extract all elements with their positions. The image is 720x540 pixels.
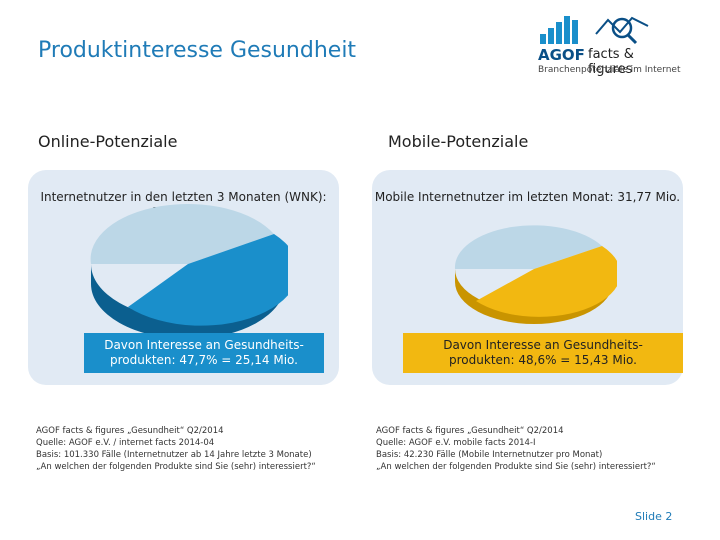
mobile-source-line: AGOF facts & figures „Gesundheit“ Q2/201… bbox=[376, 426, 564, 436]
mobile-heading: Mobile-Potenziale bbox=[388, 132, 529, 151]
logo-tagline: Branchenpotenziale im Internet bbox=[538, 65, 681, 75]
mobile-interest-label-1: Davon Interesse an Gesundheits- bbox=[443, 338, 643, 352]
online-source-line: Quelle: AGOF e.V. / internet facts 2014-… bbox=[36, 438, 215, 448]
agof-logo: AGOF facts & figures Branchenpotenziale … bbox=[538, 14, 681, 84]
online-source: AGOF facts & figures „Gesundheit“ Q2/201… bbox=[36, 425, 316, 473]
mobile-interest-label-2: produkten: 48,6% = 15,43 Mio. bbox=[449, 353, 637, 367]
online-interest-callout: Davon Interesse an Gesundheits- produkte… bbox=[84, 333, 324, 373]
online-pie-rest bbox=[90, 204, 274, 264]
online-source-line: „An welchen der folgenden Produkte sind … bbox=[36, 462, 316, 472]
mobile-pie-chart bbox=[454, 225, 617, 324]
mobile-source-line: Basis: 42.230 Fälle (Mobile Internetnutz… bbox=[376, 450, 603, 460]
online-pie-chart bbox=[90, 204, 288, 339]
slide-number: Slide 2 bbox=[635, 510, 673, 523]
mobile-pie-interest bbox=[476, 246, 617, 317]
mobile-population-label: Mobile Internetnutzer im letzten Monat: … bbox=[374, 190, 681, 204]
logo-brand: AGOF bbox=[538, 46, 585, 64]
online-heading: Online-Potenziale bbox=[38, 132, 178, 151]
mobile-source-line: „An welchen der folgenden Produkte sind … bbox=[376, 462, 656, 472]
logo-chart-icon bbox=[540, 16, 649, 45]
online-pie-interest bbox=[128, 234, 288, 326]
mobile-interest-callout: Davon Interesse an Gesundheits- produkte… bbox=[403, 333, 683, 373]
online-interest-label-2: produkten: 47,7% = 25,14 Mio. bbox=[110, 353, 298, 367]
page-title: Produktinteresse Gesundheit bbox=[38, 38, 357, 63]
online-interest-label-1: Davon Interesse an Gesundheits- bbox=[104, 338, 304, 352]
online-source-line: AGOF facts & figures „Gesundheit“ Q2/201… bbox=[36, 426, 224, 436]
online-source-line: Basis: 101.330 Fälle (Internetnutzer ab … bbox=[36, 450, 312, 460]
mobile-source-line: Quelle: AGOF e.V. mobile facts 2014-I bbox=[376, 438, 536, 448]
mobile-pie-rest bbox=[454, 225, 602, 269]
mobile-source: AGOF facts & figures „Gesundheit“ Q2/201… bbox=[376, 425, 656, 473]
logo-brand-sub: facts & figures bbox=[588, 47, 634, 77]
